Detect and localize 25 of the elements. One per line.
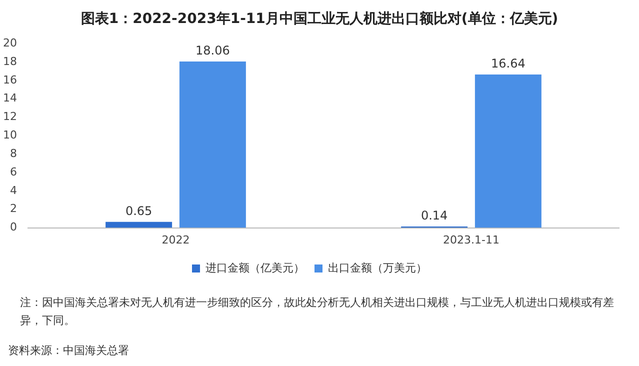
y-tick-label: 10: [2, 128, 17, 142]
legend-label: 出口金额（万美元）: [328, 261, 427, 274]
chart-title: 图表1：2022-2023年1-11月中国工业无人机进出口额比对(单位：亿美元): [80, 10, 560, 29]
x-tick-label: 2022: [162, 233, 190, 246]
y-tick-label: 4: [10, 184, 17, 197]
x-tick-label: 2023.1-11: [443, 233, 500, 246]
text: 资料来源：中国海关总署: [7, 343, 130, 359]
y-tick-label: 14: [2, 92, 17, 105]
y-tick-label: 12: [2, 110, 17, 124]
data-label: 0.14: [420, 208, 448, 223]
y-tick-label: 20: [2, 36, 17, 50]
y-tick-label: 6: [10, 165, 17, 178]
y-tick-label: 8: [10, 146, 17, 160]
bar: [474, 74, 542, 228]
data-label: 0.65: [125, 204, 152, 218]
y-tick-label: 16: [2, 73, 17, 86]
bar: [106, 222, 172, 228]
y-tick-label: 18: [2, 54, 17, 68]
y-tick-label: 0: [10, 220, 17, 234]
y-tick-label: 2: [10, 202, 17, 216]
bar: [179, 61, 246, 228]
data-label: 18.06: [196, 44, 230, 58]
text: 注：因中国海关总署未对无人机有进一步细致的区分，故此处分析无人机相关进出口规模，与工业无人机进出口规模或有差异，下同。: [19, 295, 615, 329]
legend-label: 进口金额（亿美元）: [206, 261, 304, 274]
data-label: 16.64: [491, 56, 526, 71]
